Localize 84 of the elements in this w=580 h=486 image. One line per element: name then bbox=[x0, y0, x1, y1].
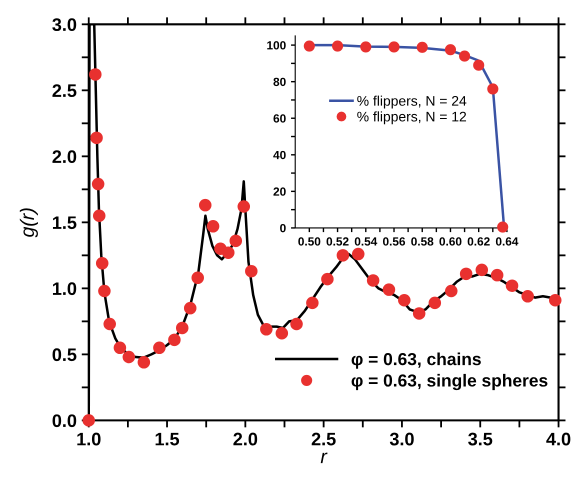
point bbox=[382, 283, 396, 296]
legend-label: % flippers, N = 12 bbox=[357, 111, 466, 124]
y-tick-label: 80 bbox=[273, 78, 286, 86]
x-tick-label: 0.54 bbox=[354, 237, 378, 246]
point bbox=[98, 284, 111, 298]
y-tick-label: 0.5 bbox=[52, 348, 76, 362]
x-tick-label: 3.5 bbox=[468, 432, 492, 446]
legend-label: φ = 0.63, single spheres bbox=[352, 374, 548, 390]
y-tick-label: 20 bbox=[273, 187, 286, 196]
point bbox=[428, 296, 442, 310]
point bbox=[89, 68, 102, 81]
point bbox=[521, 290, 534, 303]
y-tick-label: 3.0 bbox=[52, 18, 76, 32]
legend-label: φ = 0.63, chains bbox=[352, 352, 481, 369]
y-tick-label: 1.0 bbox=[52, 282, 76, 296]
x-tick-label: 1.5 bbox=[156, 432, 180, 446]
x-tick-label: 1.0 bbox=[77, 432, 101, 446]
x-tick-label: 0.58 bbox=[411, 237, 434, 246]
point bbox=[360, 41, 372, 52]
point bbox=[444, 44, 456, 56]
point bbox=[191, 272, 204, 284]
point bbox=[176, 322, 188, 334]
point bbox=[487, 83, 498, 95]
point bbox=[304, 40, 315, 52]
point bbox=[103, 318, 116, 330]
y-tick-label: 2.0 bbox=[52, 150, 76, 164]
point bbox=[473, 60, 484, 71]
point bbox=[497, 221, 508, 233]
y-tick-label: 0 bbox=[280, 224, 286, 232]
point bbox=[92, 178, 104, 190]
x-tick-label: 0.50 bbox=[298, 237, 320, 246]
point bbox=[366, 274, 380, 287]
y-tick-label: 1.5 bbox=[52, 216, 76, 230]
point bbox=[506, 279, 518, 292]
y-axis-title: g(r) bbox=[20, 208, 38, 238]
point bbox=[412, 307, 426, 320]
point bbox=[549, 294, 562, 306]
point bbox=[321, 272, 334, 286]
point bbox=[238, 200, 250, 213]
y-tick-label: 100 bbox=[267, 41, 286, 50]
point bbox=[388, 41, 400, 52]
x-tick-label: 0.62 bbox=[468, 237, 490, 246]
point bbox=[92, 209, 106, 222]
point bbox=[114, 342, 126, 354]
point bbox=[352, 248, 364, 260]
point bbox=[184, 302, 196, 314]
y-tick-label: 0.0 bbox=[52, 414, 76, 428]
y-tick-label: 2.5 bbox=[52, 84, 76, 98]
point bbox=[476, 264, 488, 276]
legend-label: % flippers, N = 24 bbox=[357, 96, 466, 109]
x-tick-label: 0.60 bbox=[439, 237, 462, 246]
point bbox=[199, 198, 212, 212]
point bbox=[290, 318, 303, 330]
x-tick-label: 2.5 bbox=[312, 432, 336, 446]
point bbox=[90, 132, 103, 144]
point bbox=[206, 220, 220, 233]
x-tick-label: 0.64 bbox=[496, 237, 518, 246]
point bbox=[416, 42, 428, 53]
x-tick-label: 0.56 bbox=[382, 237, 406, 246]
point bbox=[222, 246, 235, 259]
point bbox=[138, 356, 150, 369]
point bbox=[168, 334, 181, 346]
point bbox=[459, 50, 470, 62]
point bbox=[276, 327, 288, 340]
y-tick-label: 40 bbox=[273, 150, 286, 160]
x-tick-label: 4.0 bbox=[546, 432, 570, 446]
point bbox=[336, 249, 350, 262]
point bbox=[398, 294, 411, 306]
point bbox=[96, 257, 108, 270]
x-tick-label: 2.0 bbox=[233, 432, 258, 446]
point bbox=[245, 264, 258, 278]
x-tick-label: 3.0 bbox=[390, 432, 414, 446]
point bbox=[332, 40, 344, 52]
x-tick-label: 0.52 bbox=[326, 237, 349, 246]
x-axis-title: r bbox=[320, 452, 328, 464]
y-tick-label: 60 bbox=[273, 114, 286, 123]
point bbox=[460, 268, 472, 280]
point bbox=[230, 234, 242, 248]
point bbox=[306, 296, 319, 310]
point bbox=[260, 323, 273, 336]
point bbox=[122, 350, 136, 364]
point bbox=[445, 284, 458, 298]
point bbox=[153, 342, 166, 354]
point bbox=[490, 268, 504, 282]
